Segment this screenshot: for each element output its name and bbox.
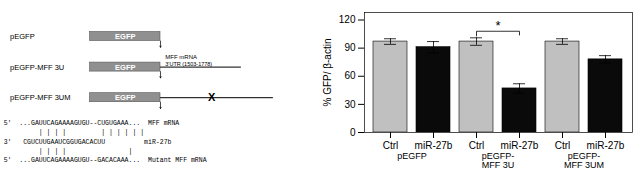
svg-text:60: 60: [344, 70, 356, 81]
svg-text:EGFP: EGFP: [115, 32, 135, 41]
svg-text:miR-27b: miR-27b: [415, 140, 453, 151]
svg-text:*: *: [496, 18, 501, 33]
svg-text:Ctrl: Ctrl: [383, 140, 399, 151]
svg-text:pEGFP-MFF 3U: pEGFP-MFF 3U: [482, 151, 515, 170]
svg-text:| | | | | | | | | |: | | | | | | | | | |: [4, 129, 144, 136]
svg-text:90: 90: [344, 42, 356, 53]
svg-text:EGFP: EGFP: [115, 63, 135, 72]
svg-text:Ctrl: Ctrl: [469, 140, 485, 151]
svg-text:pEGFP-MFF 3UM: pEGFP-MFF 3UM: [10, 93, 70, 102]
svg-text:5' ...GAUUCAGAAAAGUGU--CUGUGA: 5' ...GAUUCAGAAAAGUGU--CUGUGAAA... MFF m…: [4, 120, 180, 127]
svg-text:EGFP: EGFP: [115, 93, 135, 102]
svg-text:| | | | |: | | | | |: [4, 148, 133, 155]
svg-text:30: 30: [344, 99, 356, 110]
svg-text:pEGFP-MFF 3U: pEGFP-MFF 3U: [10, 63, 64, 72]
svg-text:5' ...GAUUCAGAAAAGUGU--GACACA: 5' ...GAUUCAGAAAAGUGU--GACACAAA... Mutan…: [4, 157, 207, 164]
svg-text:3' CGUCUUGAAUCGGUGACACUU: 3' CGUCUUGAAUCGGUGACACUU miR-27b: [4, 139, 172, 146]
svg-text:pEGFP: pEGFP: [10, 32, 35, 41]
svg-text:120: 120: [339, 14, 356, 25]
svg-text:miR-27b: miR-27b: [587, 140, 625, 151]
svg-text:pEGFP-MFF 3UM: pEGFP-MFF 3UM: [564, 151, 604, 170]
svg-text:Ctrl: Ctrl: [555, 140, 571, 151]
svg-text:3'UTR (1503-1778): 3'UTR (1503-1778): [165, 61, 212, 67]
svg-text:% GFP/ β-actin: % GFP/ β-actin: [322, 39, 333, 107]
svg-text:pEGFP: pEGFP: [397, 151, 427, 161]
svg-text:MFF mRNA: MFF mRNA: [165, 54, 197, 60]
svg-text:0: 0: [350, 127, 356, 138]
svg-text:miR-27b: miR-27b: [501, 140, 539, 151]
svg-text:X: X: [208, 91, 216, 103]
